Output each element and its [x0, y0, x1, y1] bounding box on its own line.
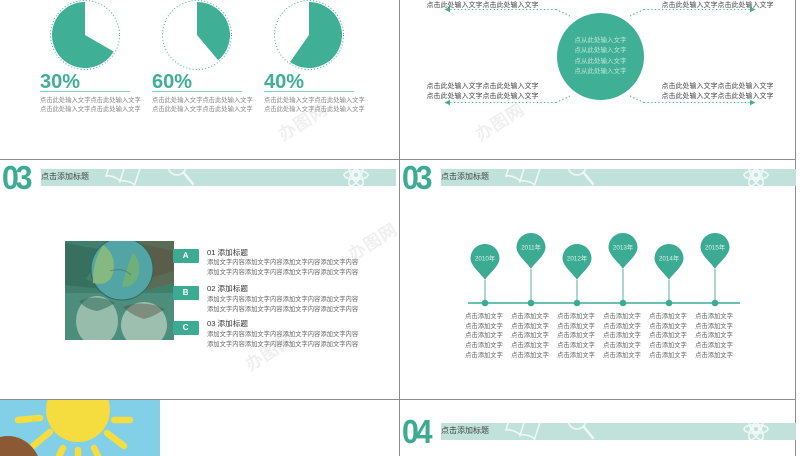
- svg-text:2015年: 2015年: [705, 243, 725, 252]
- svg-text:2011年: 2011年: [521, 243, 541, 252]
- svg-text:2013年: 2013年: [613, 243, 633, 252]
- svg-text:2012年: 2012年: [567, 254, 587, 263]
- svg-text:2014年: 2014年: [659, 254, 679, 263]
- svg-text:2010年: 2010年: [475, 254, 495, 263]
